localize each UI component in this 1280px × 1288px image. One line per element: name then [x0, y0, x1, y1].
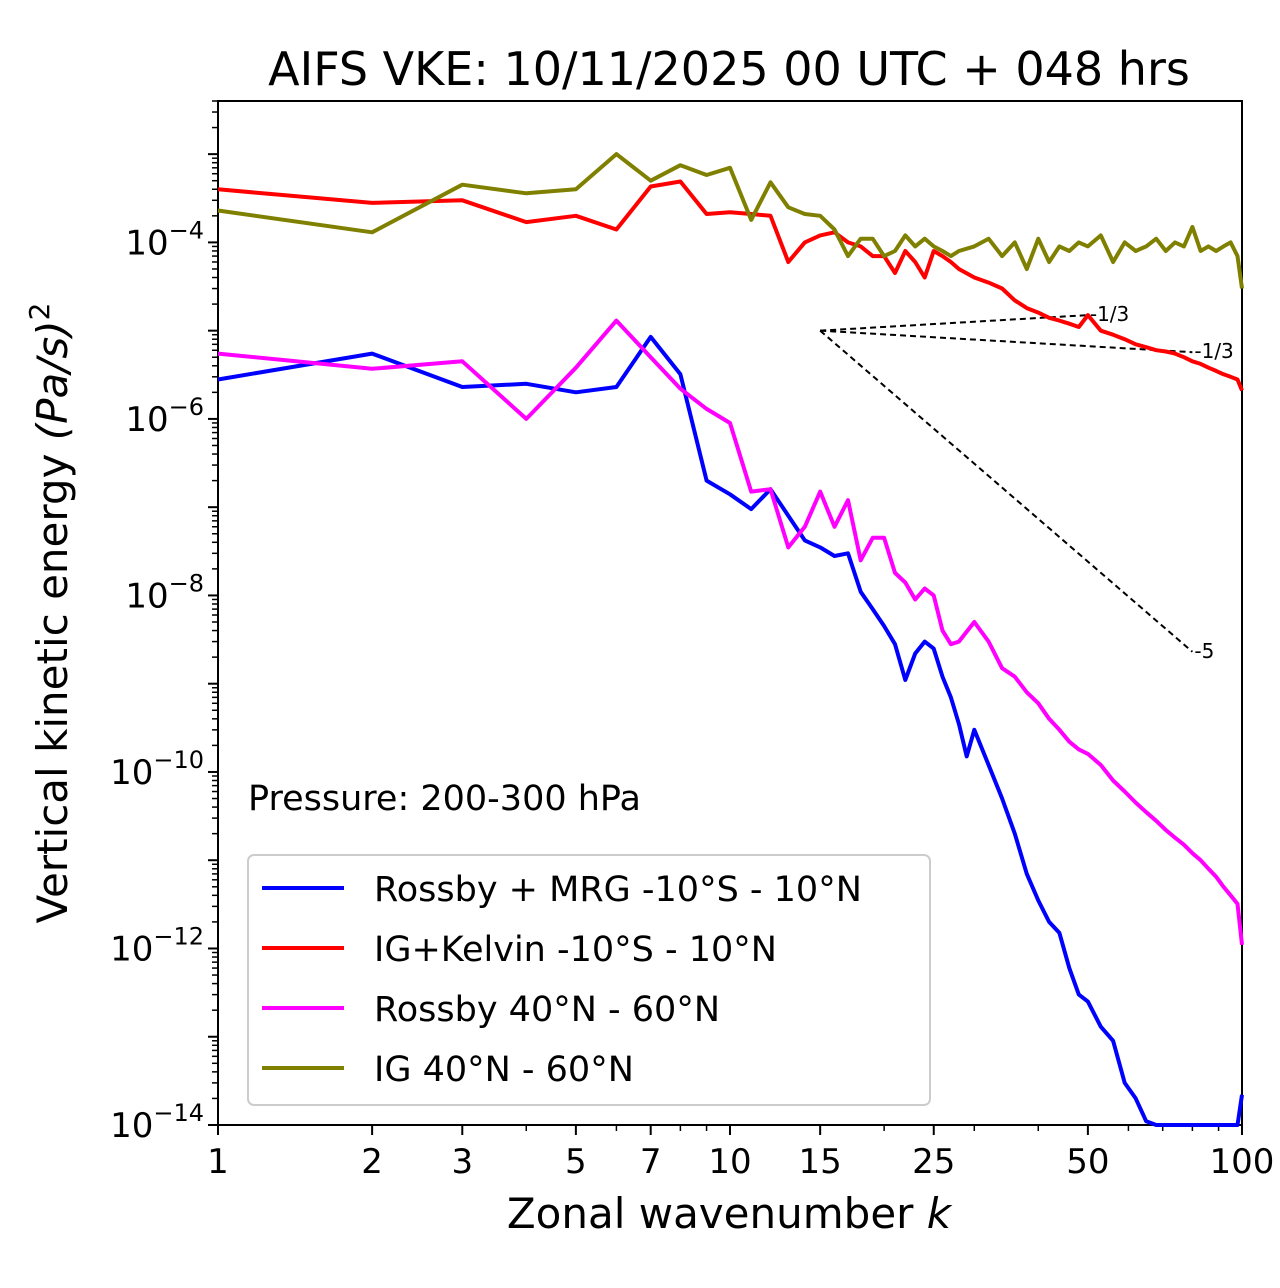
series-line	[217, 334, 1244, 1127]
chart-title: AIFS VKE: 10/11/2025 00 UTC + 048 hrs	[268, 42, 1190, 96]
x-tick-label: 7	[640, 1142, 662, 1182]
y-tick-label: 10−10	[110, 746, 204, 793]
x-tick-label: 100	[1210, 1142, 1275, 1182]
data-series	[217, 152, 1244, 1127]
x-axis: 1 2 3 5 7 10 15 25 50 100	[207, 1125, 1274, 1182]
x-tick-label: 15	[799, 1142, 842, 1182]
reference-slope-line	[820, 329, 1193, 354]
reference-slope-lines: -1/3 -1/3 -5	[819, 302, 1234, 663]
y-tick-label: 10−4	[125, 216, 204, 263]
series-line	[217, 179, 1244, 392]
y-tick-label: 10−14	[110, 1099, 204, 1146]
x-tick-label: 2	[361, 1142, 383, 1182]
x-tick-label: 3	[451, 1142, 473, 1182]
series-line	[217, 318, 1244, 946]
x-axis-label: Zonal wavenumber k	[507, 1189, 953, 1238]
pressure-annotation: Pressure: 200-300 hPa	[248, 779, 641, 819]
x-tick-label: 10	[708, 1142, 751, 1182]
y-axis-label: Vertical kinetic energy (Pa/s)2	[23, 303, 77, 924]
y-axis: 10−4 10−6 10−8 10−10 10−12 10−14	[110, 100, 218, 1146]
x-tick-label: 25	[912, 1142, 955, 1182]
x-tick-label: 50	[1066, 1142, 1109, 1182]
y-tick-label: 10−8	[125, 569, 204, 616]
legend-label: Rossby 40°N - 60°N	[374, 990, 720, 1030]
reference-slope-label: -1/3	[1194, 339, 1233, 363]
legend-label: IG 40°N - 60°N	[374, 1050, 634, 1090]
legend-label: Rossby + MRG -10°S - 10°N	[374, 870, 862, 910]
reference-slope-label: -5	[1194, 639, 1214, 663]
reference-slope-line	[820, 314, 1088, 332]
legend: Rossby + MRG -10°S - 10°N IG+Kelvin -10°S…	[247, 854, 931, 1106]
legend-box	[247, 854, 931, 1106]
reference-slope-line	[819, 329, 1194, 653]
x-tick-label: 1	[207, 1142, 229, 1182]
y-tick-label: 10−6	[125, 393, 204, 440]
legend-label: IG+Kelvin -10°S - 10°N	[374, 930, 777, 970]
series-line	[217, 152, 1244, 289]
reference-slope-label: -1/3	[1090, 302, 1129, 326]
y-tick-label: 10−12	[110, 922, 204, 969]
x-tick-label: 5	[565, 1142, 587, 1182]
